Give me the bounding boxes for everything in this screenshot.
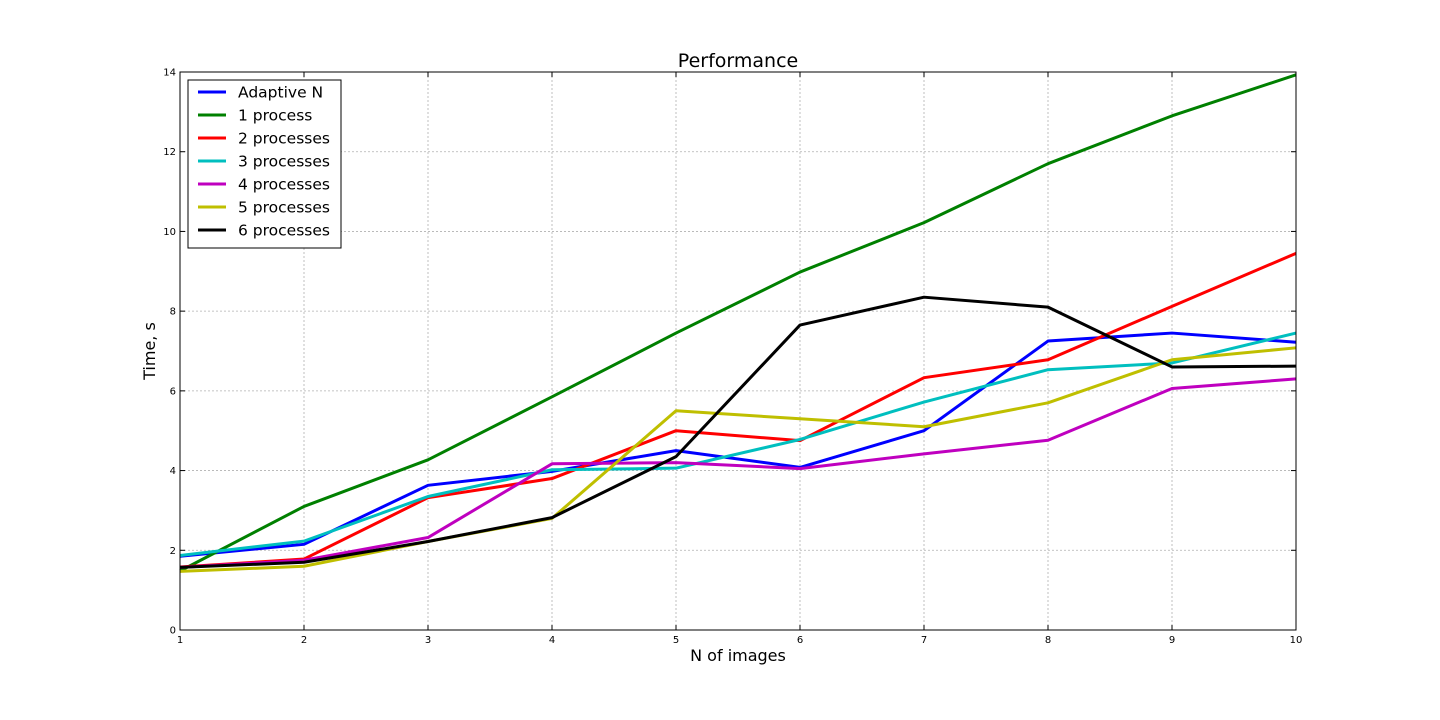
legend-label: 5 processes (238, 199, 330, 217)
x-tick-label: 2 (301, 635, 307, 646)
x-tick-label: 7 (921, 635, 927, 646)
y-tick-label: 6 (170, 386, 176, 397)
series-line-3 (179, 251, 1297, 569)
series-line-5 (179, 377, 1297, 569)
x-tick-label: 1 (177, 635, 183, 646)
chart-title: Performance (678, 50, 798, 72)
x-tick-label: 5 (673, 635, 679, 646)
series-line-2 (179, 73, 1297, 573)
y-tick-label: 8 (170, 307, 176, 318)
series-lines (179, 73, 1297, 573)
series-line-4 (179, 331, 1297, 557)
y-tick-label: 14 (163, 68, 176, 79)
y-tick-label: 10 (163, 227, 176, 238)
x-tick-label: 4 (549, 635, 555, 646)
y-tick-label: 0 (170, 626, 176, 637)
y-tick-label: 12 (163, 147, 176, 158)
legend-label: 2 processes (238, 130, 330, 148)
x-tick-label: 9 (1169, 635, 1175, 646)
x-axis-title: N of images (690, 646, 786, 665)
series-line-6 (179, 346, 1297, 573)
legend-label: 1 process (238, 107, 312, 125)
y-axis-title: Time, s (140, 322, 159, 381)
legend: Adaptive N 1 process 2 processes 3 processe… (187, 79, 342, 249)
y-tick-label: 2 (170, 546, 176, 557)
x-tick-label: 8 (1045, 635, 1051, 646)
plot-frame (179, 71, 1297, 631)
x-tick-label: 3 (425, 635, 431, 646)
legend-box (187, 79, 342, 249)
legend-label: 4 processes (238, 176, 330, 194)
legend-label: 3 processes (238, 153, 330, 171)
legend-label: Adaptive N (238, 84, 323, 102)
legend-label: 6 processes (238, 222, 330, 240)
y-tick-label: 4 (170, 466, 176, 477)
x-tick-label: 10 (1290, 635, 1303, 646)
x-tick-label: 6 (797, 635, 803, 646)
series-line-7 (179, 295, 1297, 569)
